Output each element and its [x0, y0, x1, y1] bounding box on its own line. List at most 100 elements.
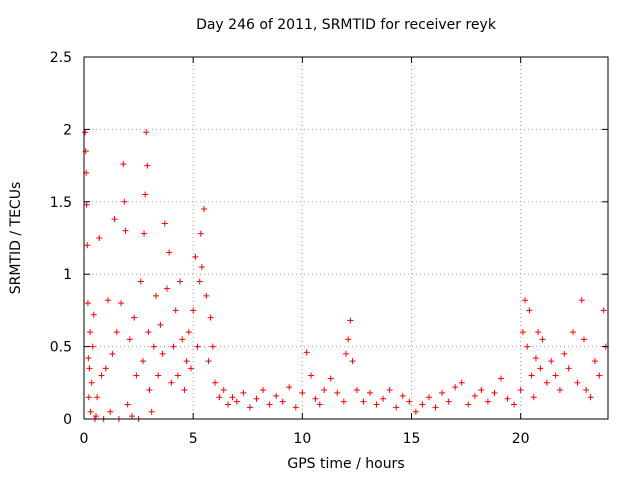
data-point	[181, 387, 188, 394]
data-point	[528, 372, 535, 379]
data-point	[432, 404, 439, 411]
data-point	[299, 389, 306, 396]
data-point	[353, 387, 360, 394]
chart-title: Day 246 of 2011, SRMTID for receiver rey…	[196, 17, 496, 33]
data-point	[386, 387, 393, 394]
data-point	[478, 387, 485, 394]
data-point	[587, 394, 594, 401]
data-point	[273, 392, 280, 399]
data-point	[530, 394, 537, 401]
data-point	[190, 307, 197, 314]
data-point	[349, 358, 356, 365]
data-point	[133, 372, 140, 379]
data-point	[343, 350, 349, 357]
data-point	[150, 343, 157, 350]
data-point	[373, 401, 380, 408]
data-point	[90, 311, 97, 318]
data-point	[102, 365, 109, 372]
data-point	[84, 242, 91, 249]
data-point	[143, 129, 150, 136]
x-axis-label: GPS time / hours	[287, 456, 405, 472]
data-point	[578, 297, 585, 304]
data-point	[83, 201, 90, 208]
data-point	[216, 394, 223, 401]
data-point	[166, 249, 173, 256]
x-tick-label: 15	[403, 431, 421, 447]
data-point	[192, 253, 199, 260]
data-point	[198, 263, 205, 270]
data-point	[122, 227, 129, 234]
data-point	[124, 401, 131, 408]
data-point	[312, 395, 319, 402]
data-point	[168, 379, 175, 386]
data-point	[109, 350, 116, 357]
data-point	[137, 278, 144, 285]
data-point	[334, 389, 341, 396]
data-point	[179, 336, 186, 343]
data-point	[445, 398, 452, 405]
y-tick-label: 1	[63, 267, 72, 283]
data-point	[321, 387, 328, 394]
data-point	[491, 389, 498, 396]
data-point	[111, 216, 118, 223]
data-point	[96, 235, 103, 241]
data-point	[107, 408, 114, 415]
data-point	[360, 398, 367, 405]
data-point	[159, 350, 166, 357]
data-point	[187, 365, 194, 372]
data-point	[580, 336, 587, 343]
data-point	[367, 389, 374, 396]
data-point	[484, 398, 491, 405]
data-point	[142, 191, 149, 198]
data-point	[279, 398, 286, 405]
data-point	[347, 317, 354, 324]
data-point	[145, 329, 152, 336]
data-point	[220, 387, 227, 394]
data-point	[556, 387, 563, 394]
x-tick-label: 10	[293, 431, 311, 447]
data-point	[327, 375, 334, 382]
data-point	[532, 355, 539, 362]
data-point	[203, 292, 210, 299]
data-point	[539, 336, 546, 343]
data-point	[196, 278, 203, 285]
data-point	[120, 161, 127, 168]
data-point	[552, 372, 559, 379]
data-point	[148, 408, 155, 415]
data-point	[93, 413, 100, 420]
data-point	[591, 358, 598, 365]
data-point	[535, 329, 542, 336]
data-point	[146, 387, 153, 394]
data-point	[253, 395, 260, 402]
data-point	[526, 307, 533, 314]
data-point	[465, 401, 472, 408]
data-point	[517, 387, 524, 394]
data-point	[197, 230, 204, 237]
data-point	[183, 358, 190, 365]
data-point	[86, 365, 93, 372]
data-point	[393, 404, 400, 411]
data-point	[170, 343, 177, 350]
data-point	[458, 379, 465, 386]
grid	[84, 57, 608, 419]
data-point	[94, 394, 101, 401]
x-tick-label: 0	[80, 431, 89, 447]
y-tick-label: 2.5	[50, 50, 72, 66]
data-point	[98, 372, 105, 379]
data-point	[131, 314, 138, 321]
data-point	[88, 379, 95, 386]
data-point	[126, 336, 133, 343]
data-point	[548, 358, 555, 365]
data-point	[504, 395, 511, 402]
data-point	[308, 372, 315, 379]
data-point	[172, 307, 179, 314]
data-point	[207, 314, 214, 321]
data-point	[157, 321, 164, 328]
data-point	[561, 350, 568, 357]
data-point	[406, 398, 413, 405]
data-point	[85, 355, 92, 362]
x-tick-label: 20	[512, 431, 530, 447]
data-point	[229, 394, 236, 401]
data-point	[85, 394, 92, 401]
